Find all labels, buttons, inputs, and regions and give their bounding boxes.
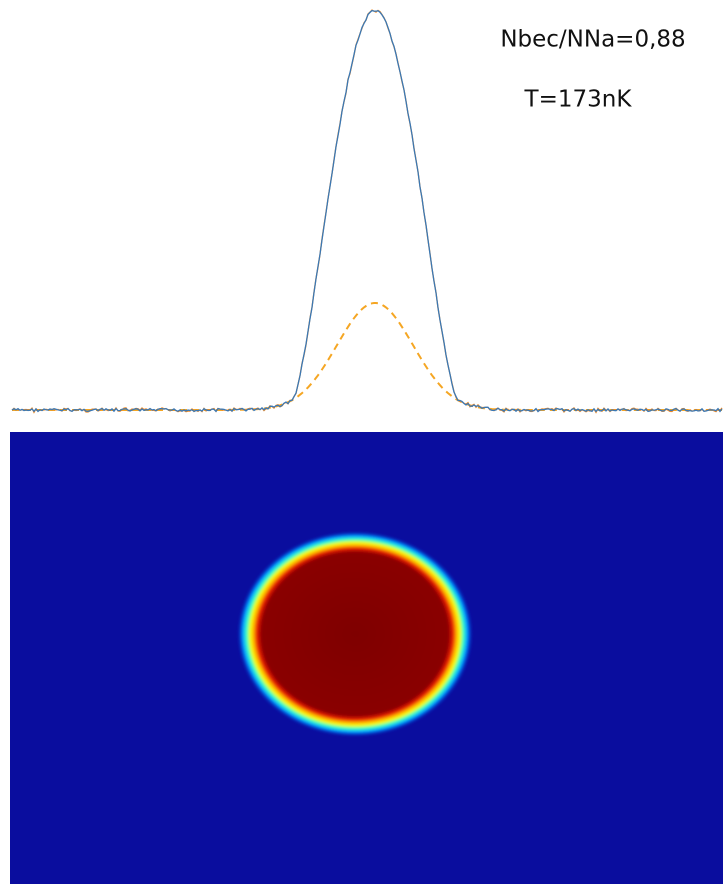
density-profile [11,9,723,414]
thermal-fit [12,302,722,411]
profile-measured [11,9,723,413]
temperature-label: T=173nK [524,87,633,113]
atom-cloud [237,531,473,737]
ratio-label: Nbec/NNa=0,88 [500,27,685,53]
plot-area [0,0,723,432]
